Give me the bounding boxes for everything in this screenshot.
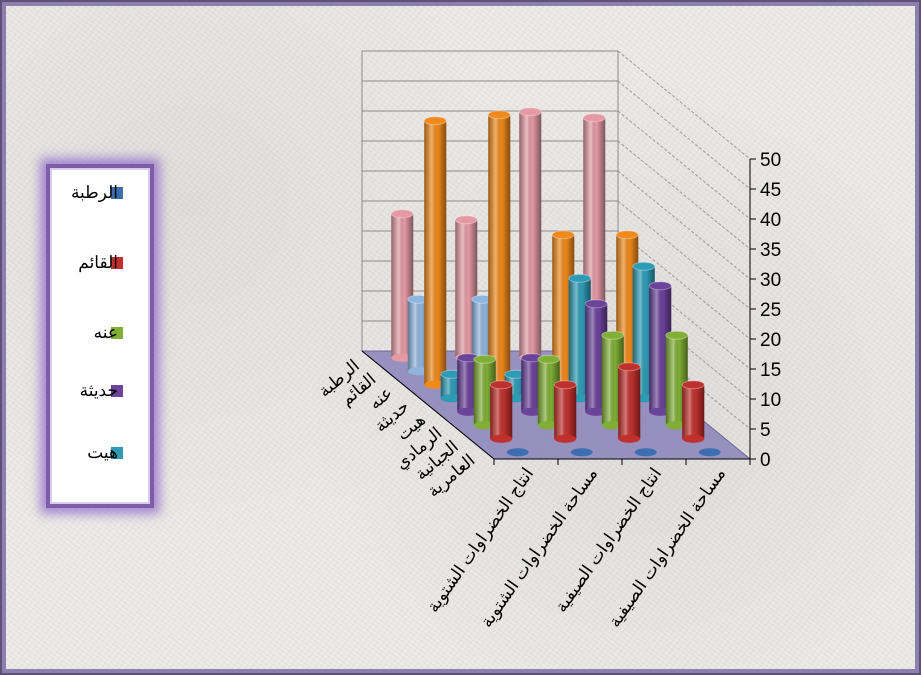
value-tick-label: 35 (760, 240, 781, 261)
value-tick-label: 0 (760, 450, 771, 471)
bar-top (473, 354, 497, 364)
legend-swatch (111, 257, 123, 269)
legend-swatch (111, 385, 123, 397)
bar-base (698, 448, 721, 457)
bar-top (648, 281, 672, 291)
depth-axis (361, 350, 495, 460)
value-tick-label: 25 (760, 300, 781, 321)
legend-label: عنه (93, 323, 118, 342)
bar-shade (488, 114, 511, 385)
legend-item: هيت (50, 442, 150, 466)
side-gridline (617, 170, 751, 280)
bar-base (634, 448, 657, 457)
bar-top (423, 116, 447, 126)
value-tick-label: 10 (760, 390, 781, 411)
bar-top (518, 107, 542, 117)
bar-base (554, 434, 577, 443)
value-tick-label: 20 (760, 330, 781, 351)
legend-item: عنه (50, 322, 150, 346)
side-gridline (617, 110, 751, 220)
value-tick-label: 5 (760, 420, 771, 441)
bar-top (489, 380, 513, 390)
value-tick-label: 45 (760, 180, 781, 201)
side-gridline (617, 230, 751, 340)
legend-item: حديثة (50, 380, 150, 404)
bar-base (618, 434, 641, 443)
legend-label: حديثة (79, 381, 118, 400)
legend-label: الرطبة (70, 183, 118, 202)
bar-shade (554, 384, 577, 439)
bar-top (553, 380, 577, 390)
bar-base (506, 448, 529, 457)
legend-label: هيت (87, 443, 118, 462)
bar-top (665, 330, 689, 340)
legend-label: القائم (78, 253, 118, 272)
value-tick-label: 40 (760, 210, 781, 231)
chart-legend: الرطبة القائم عنه حديثة هيت (46, 164, 154, 508)
bar-shade (682, 384, 705, 439)
bar-top (617, 362, 641, 372)
category-label: مساحة الخضراوات الشتوية (477, 464, 602, 631)
bar-top (582, 113, 606, 123)
bar-top (584, 299, 608, 309)
bar-top (632, 261, 656, 271)
legend-item: القائم (50, 252, 150, 276)
bar-base (570, 448, 593, 457)
side-gridline (617, 260, 751, 370)
bar-top (551, 230, 575, 240)
legend-swatch (111, 187, 123, 199)
bar-top (615, 230, 639, 240)
bar-shade (519, 111, 542, 358)
bar-top (454, 215, 478, 225)
value-tick-label: 50 (760, 150, 781, 171)
side-gridline (617, 80, 751, 190)
value-tick-label: 15 (760, 360, 781, 381)
value-tick-label: 30 (760, 270, 781, 291)
bar-top (601, 330, 625, 340)
bar-top (487, 110, 511, 120)
bar-top (537, 354, 561, 364)
side-gridline (617, 140, 751, 250)
bar-shade (490, 384, 513, 439)
legend-swatch (111, 327, 123, 339)
bar-top (681, 380, 705, 390)
category-label: مساحة الخضراوات الصيفية (605, 464, 730, 631)
bar-base (490, 434, 513, 443)
bar-shade (424, 120, 447, 385)
side-gridline (617, 200, 751, 310)
legend-item: الرطبة (50, 182, 150, 206)
bar-base (682, 434, 705, 443)
bar-top (390, 209, 414, 219)
bar-top (568, 273, 592, 283)
side-gridline (617, 50, 751, 160)
bar-shade (618, 366, 641, 439)
legend-swatch (111, 447, 123, 459)
